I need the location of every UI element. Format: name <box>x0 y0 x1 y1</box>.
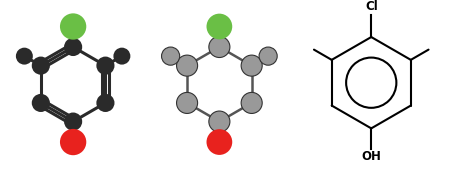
Circle shape <box>96 57 114 75</box>
Circle shape <box>207 129 232 155</box>
Circle shape <box>64 113 82 131</box>
Circle shape <box>176 92 198 113</box>
Circle shape <box>162 47 180 65</box>
Circle shape <box>241 55 262 76</box>
Circle shape <box>209 111 230 132</box>
Text: OH: OH <box>361 151 381 163</box>
Circle shape <box>60 13 86 40</box>
Circle shape <box>259 47 277 65</box>
Circle shape <box>207 14 232 39</box>
Circle shape <box>96 94 114 112</box>
Circle shape <box>32 94 50 112</box>
Circle shape <box>60 129 86 155</box>
Circle shape <box>64 38 82 56</box>
Circle shape <box>241 92 262 113</box>
Circle shape <box>32 57 50 75</box>
Circle shape <box>209 36 230 57</box>
Circle shape <box>113 48 130 65</box>
Circle shape <box>16 48 33 65</box>
Circle shape <box>176 55 198 76</box>
Text: Cl: Cl <box>365 0 378 13</box>
Text: alamy - E7BR2B: alamy - E7BR2B <box>180 177 270 187</box>
